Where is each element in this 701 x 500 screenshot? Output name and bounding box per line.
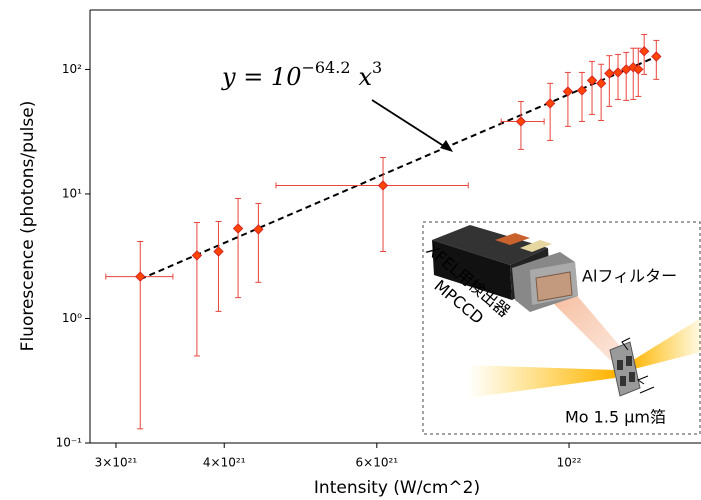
y-tick-label: 10⁻¹ xyxy=(56,436,83,450)
annotation-arrowhead xyxy=(440,140,453,152)
x-tick-label: 10²² xyxy=(557,456,582,470)
incident-beam xyxy=(468,365,615,398)
detector xyxy=(432,225,578,312)
inset-frame xyxy=(422,221,701,435)
data-point xyxy=(377,180,389,191)
transmitted-beam xyxy=(630,318,701,370)
fit-lhs: y = 10 xyxy=(221,63,301,91)
x-tick-label: 6×10²¹ xyxy=(356,456,399,470)
y-tick-label: 10⁰ xyxy=(62,311,82,325)
data-point xyxy=(604,68,615,79)
annotation-arrow xyxy=(371,99,451,151)
data-point xyxy=(253,224,264,235)
data-point xyxy=(191,250,203,261)
data-point xyxy=(586,75,598,86)
fit-variable: x xyxy=(359,63,373,91)
inset-label: Mo 1.5 μm箔 xyxy=(565,408,666,427)
foil xyxy=(609,337,655,397)
data-point xyxy=(595,78,607,89)
y-tick-label: 10¹ xyxy=(62,186,82,200)
data-point xyxy=(544,98,556,109)
data-point xyxy=(232,223,244,234)
fit-power: 3 xyxy=(372,58,382,77)
data-point xyxy=(638,46,650,57)
x-tick-label: 4×10²¹ xyxy=(203,456,246,470)
fit-line xyxy=(139,55,657,281)
x-tick-label: 3×10²¹ xyxy=(95,456,138,470)
data-point xyxy=(633,64,644,75)
data-point xyxy=(135,271,146,282)
data-point xyxy=(612,67,624,78)
inset-label: Alフィルター xyxy=(582,267,677,286)
data-point xyxy=(515,116,527,127)
y-axis-label: Fluorescence (photons/pulse) xyxy=(18,101,38,352)
data-point xyxy=(576,85,588,96)
inset: XFEL用検出器 MPCCD Alフィルター Mo 1.5 μm箔 xyxy=(422,221,701,435)
data-point xyxy=(651,51,662,62)
x-axis-label: Intensity (W/cm^2) xyxy=(314,478,480,498)
fit-equation: y = 10−64.2 x3 xyxy=(221,58,382,91)
fit-exponent: −64.2 xyxy=(301,58,350,77)
y-tick-label: 10² xyxy=(62,62,82,76)
data-point xyxy=(213,246,224,257)
data-point xyxy=(562,86,574,97)
